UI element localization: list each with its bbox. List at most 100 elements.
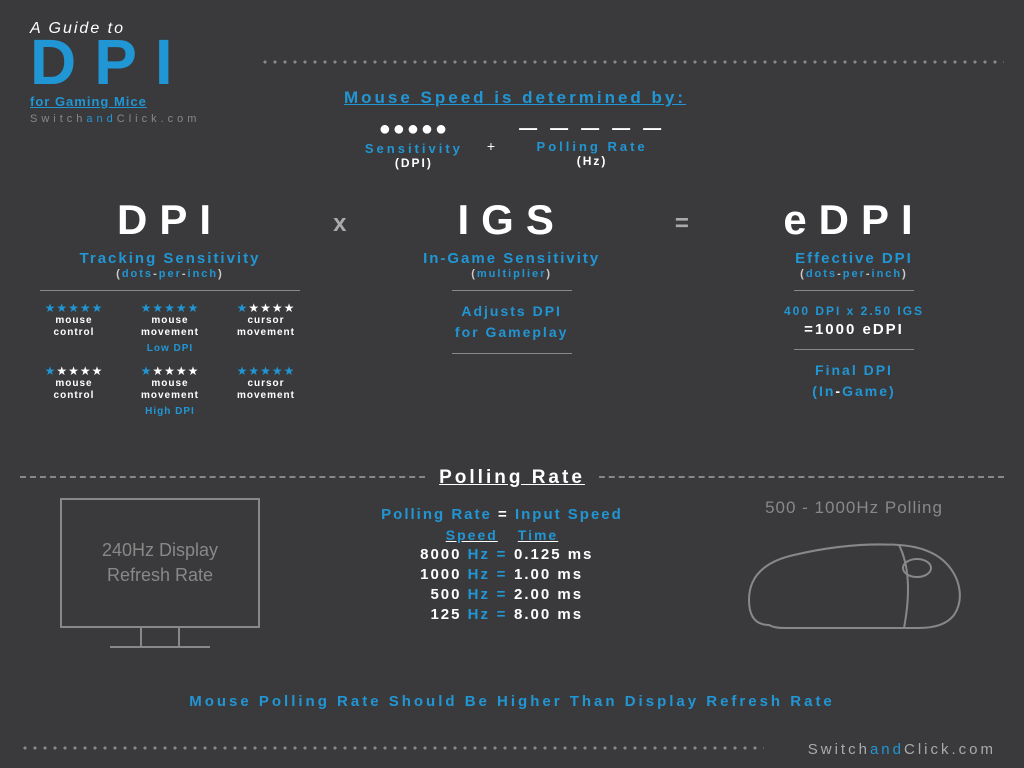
stars: ★★★★★ xyxy=(30,364,118,378)
polling-eq: = xyxy=(490,566,514,583)
divider xyxy=(40,290,300,291)
dpi-grid: ★★★★★mousecontrol★★★★★mousemovement★★★★★… xyxy=(30,301,310,425)
dpi-cell: ★★★★★cursormovement xyxy=(222,364,310,402)
polling-section: 240Hz Display Refresh Rate Polling Rate … xyxy=(0,498,1024,655)
dpi-label: cursormovement xyxy=(222,315,310,339)
edpi-sub1: Effective DPI xyxy=(714,250,994,267)
polling-ms: 8.00 ms xyxy=(514,606,634,623)
edpi-calc: 400 DPI x 2.50 IGS xyxy=(714,301,994,321)
dpi-cell: ★★★★★cursormovement xyxy=(222,301,310,339)
polling-ms: 2.00 ms xyxy=(514,586,634,603)
dpi-label: mousemovement xyxy=(126,315,214,339)
formula-edpi: eDPI Effective DPI (dots-per-inch) 400 D… xyxy=(714,196,994,402)
polling-dashes: — — — — — xyxy=(519,118,665,139)
site-mid: and xyxy=(870,741,904,758)
dashed-divider: Polling Rate xyxy=(20,476,1004,478)
header-site: SwitchandClick.com xyxy=(30,113,200,125)
polling-ms: 0.125 ms xyxy=(514,546,634,563)
site-suffix: Click.com xyxy=(117,113,201,125)
polling-row: 125 Hz=8.00 ms xyxy=(370,606,634,623)
polling-rows: 8000 Hz=0.125 ms1000 Hz=1.00 ms500 Hz=2.… xyxy=(370,546,634,623)
polling-eq: = xyxy=(490,606,514,623)
dpi-sub2: (dots-per-inch) xyxy=(30,268,310,280)
stars: ★★★★★ xyxy=(126,364,214,378)
igs-title: IGS xyxy=(372,196,652,244)
site-prefix: Switch xyxy=(808,741,870,758)
polling-hz: 500 Hz xyxy=(370,586,490,603)
edpi-final1: Final DPI xyxy=(714,360,994,381)
header-title: DPI xyxy=(30,34,200,92)
op-multiply: x xyxy=(333,210,348,238)
polling-equation: Polling Rate = Input Speed xyxy=(370,506,634,523)
dpi-tier-low: Low DPI xyxy=(30,343,310,354)
site-mid: and xyxy=(86,113,116,125)
edpi-result: 1000 eDPI xyxy=(815,321,904,338)
head-speed: Speed xyxy=(446,527,498,543)
monitor-stand xyxy=(140,628,180,646)
edpi-eq: = xyxy=(804,321,815,338)
site-suffix: Click.com xyxy=(904,741,996,758)
polling-head: Speed Time xyxy=(370,527,634,543)
polling-hz: 1000 Hz xyxy=(370,566,490,583)
speed-section: Mouse Speed is determined by: ●●●●● Sens… xyxy=(300,88,730,170)
dotted-divider-bottom xyxy=(20,746,764,750)
dpi-cell: ★★★★★mousecontrol xyxy=(30,364,118,402)
dpi-cell: ★★★★★mousemovement xyxy=(126,364,214,402)
header-block: A Guide to DPI for Gaming Mice Switchand… xyxy=(30,20,200,125)
monitor-base xyxy=(110,646,210,648)
polling-hz: 125 Hz xyxy=(370,606,490,623)
dpi-label: cursormovement xyxy=(222,378,310,402)
igs-sub1: In-Game Sensitivity xyxy=(372,250,652,267)
sensitivity-label: Sensitivity xyxy=(365,141,463,156)
polling-section-label: Polling Rate xyxy=(425,467,599,489)
divider xyxy=(794,290,914,291)
dpi-tier-high: High DPI xyxy=(30,406,310,417)
polling-row: 500 Hz=2.00 ms xyxy=(370,586,634,603)
sensitivity-sub: (DPI) xyxy=(365,156,463,170)
monitor-text1: 240Hz Display xyxy=(102,538,218,563)
polling-sub: (Hz) xyxy=(519,154,665,168)
head-time: Time xyxy=(518,527,558,543)
edpi-title: eDPI xyxy=(714,196,994,244)
polling-eq: = xyxy=(490,546,514,563)
op-equals: = xyxy=(675,210,691,238)
stars: ★★★★★ xyxy=(222,364,310,378)
stars: ★★★★★ xyxy=(126,301,214,315)
polling-eq: = xyxy=(490,586,514,603)
polling-row: 1000 Hz=1.00 ms xyxy=(370,566,634,583)
formula-igs: IGS In-Game Sensitivity (multiplier) Adj… xyxy=(372,196,652,364)
monitor-icon: 240Hz Display Refresh Rate xyxy=(60,498,260,628)
polling-hz: 8000 Hz xyxy=(370,546,490,563)
dpi-cell: ★★★★★mousemovement xyxy=(126,301,214,339)
monitor-text2: Refresh Rate xyxy=(102,563,218,588)
stars: ★★★★★ xyxy=(30,301,118,315)
monitor-graphic: 240Hz Display Refresh Rate xyxy=(40,498,280,648)
polling-label: Polling Rate xyxy=(519,139,665,154)
mouse-label: 500 - 1000Hz Polling xyxy=(724,498,984,518)
dpi-label: mousemovement xyxy=(126,378,214,402)
polling-table: Polling Rate = Input Speed Speed Time 80… xyxy=(370,506,634,623)
dpi-title: DPI xyxy=(30,196,310,244)
plus-sign: + xyxy=(487,138,495,154)
polling-ms: 1.00 ms xyxy=(514,566,634,583)
divider xyxy=(452,290,572,291)
edpi-final2: (In-Game) xyxy=(714,381,994,402)
mouse-icon xyxy=(739,530,969,650)
footer-message: Mouse Polling Rate Should Be Higher Than… xyxy=(0,693,1024,710)
speed-heading: Mouse Speed is determined by: xyxy=(300,88,730,108)
site-prefix: Switch xyxy=(30,113,86,125)
sensitivity-dots: ●●●●● xyxy=(365,118,463,141)
speed-factors: ●●●●● Sensitivity (DPI) + — — — — — Poll… xyxy=(300,118,730,170)
formula-row: DPI Tracking Sensitivity (dots-per-inch)… xyxy=(30,196,994,425)
dpi-sub1: Tracking Sensitivity xyxy=(30,250,310,267)
edpi-result-row: =1000 eDPI xyxy=(714,321,994,339)
igs-sub2: (multiplier) xyxy=(372,268,652,280)
mouse-graphic: 500 - 1000Hz Polling xyxy=(724,498,984,655)
igs-desc2: for Gameplay xyxy=(372,322,652,343)
divider xyxy=(452,353,572,354)
dpi-label: mousecontrol xyxy=(30,378,118,402)
dpi-label: mousecontrol xyxy=(30,315,118,339)
igs-desc1: Adjusts DPI xyxy=(372,301,652,322)
footer-site: SwitchandClick.com xyxy=(808,741,996,758)
divider xyxy=(794,349,914,350)
